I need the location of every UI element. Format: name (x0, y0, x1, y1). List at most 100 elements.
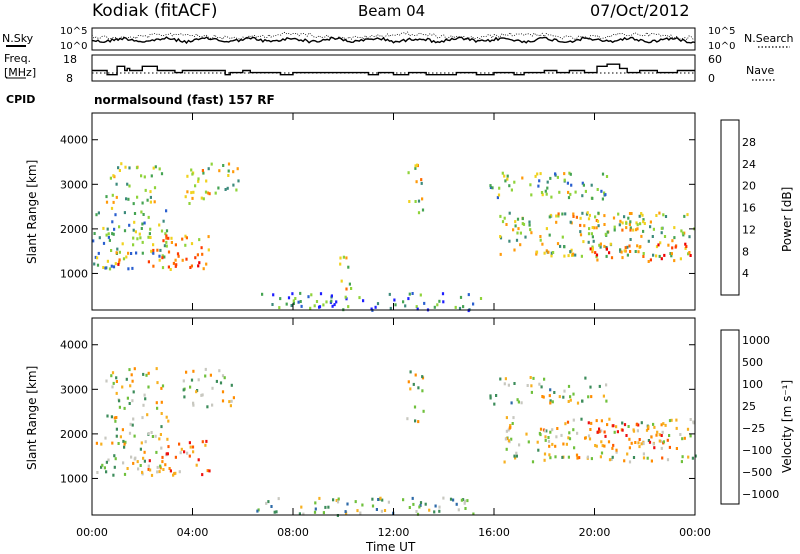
echo-cell (600, 429, 603, 433)
echo-cell (549, 401, 552, 405)
echo-cell (567, 436, 570, 440)
echo-cell (608, 417, 611, 421)
echo-cell (393, 298, 396, 302)
echo-cell (521, 222, 524, 226)
echo-cell (207, 248, 210, 252)
sky-left-label: N.Sky (2, 32, 34, 45)
echo-cell (538, 179, 541, 183)
echo-cell (140, 210, 143, 214)
nave-label: Nave (746, 64, 774, 77)
echo-cell (402, 300, 405, 304)
echo-cell (97, 211, 100, 215)
echo-cell (162, 239, 165, 243)
echo-cell (123, 406, 126, 410)
colorbar-tick-label: 24 (742, 158, 756, 171)
echo-cell (201, 252, 204, 256)
echo-cell (639, 245, 642, 249)
echo-cell (136, 237, 139, 241)
echo-cell (687, 455, 690, 459)
echo-cell (416, 512, 420, 516)
echo-cell (638, 214, 641, 218)
echo-cell (611, 446, 614, 450)
echo-cell (418, 505, 421, 509)
echo-cell (129, 384, 132, 388)
echo-cell (162, 468, 165, 471)
echo-cell (567, 254, 570, 258)
echo-cell (389, 306, 392, 310)
echo-cell (137, 467, 140, 471)
power-y-axis-label: Slant Range [km] (25, 160, 39, 264)
echo-cell (603, 191, 606, 195)
echo-cell (112, 473, 115, 477)
echo-cell (205, 179, 208, 183)
echo-cell (309, 306, 312, 310)
echo-cell (230, 383, 233, 387)
echo-cell (315, 300, 319, 303)
echo-cell (595, 253, 599, 257)
echo-cell (642, 452, 645, 456)
echo-cell (549, 430, 552, 434)
echo-cell (156, 465, 159, 469)
echo-cell (92, 239, 95, 243)
echo-cell (333, 303, 336, 307)
echo-cell (218, 169, 221, 173)
echo-cell (105, 460, 108, 464)
echo-cell (462, 305, 465, 309)
velocity-x-ticks (91, 318, 696, 515)
echo-cell (516, 217, 520, 221)
echo-cell (165, 209, 168, 213)
echo-cell (115, 416, 118, 419)
echo-cell (599, 242, 602, 246)
echo-cell (550, 195, 553, 199)
echo-cell (442, 300, 445, 304)
echo-cell (636, 429, 639, 433)
echo-cell (544, 438, 547, 442)
echo-cell (165, 240, 168, 244)
echo-cell (694, 454, 697, 458)
echo-cell (549, 176, 552, 180)
echo-cell (472, 512, 475, 516)
echo-cell (100, 465, 103, 469)
echo-cell (515, 451, 518, 455)
power-y-ticks: 1000 2000 3000 4000 (60, 134, 695, 280)
echo-cell (184, 234, 187, 238)
echo-cell (573, 446, 576, 450)
echo-cell (537, 184, 540, 188)
echo-cell (156, 248, 159, 252)
echo-cell (168, 467, 171, 470)
echo-cell (667, 243, 670, 247)
echo-cell (685, 245, 688, 248)
power-x-ticks (91, 113, 696, 310)
echo-cell (442, 496, 445, 500)
echo-cell (104, 266, 107, 270)
echo-cell (142, 456, 145, 460)
echo-cell (548, 453, 551, 457)
echo-cell (161, 254, 164, 258)
echo-cell (205, 262, 208, 266)
echo-cell (603, 430, 606, 434)
echo-cell (210, 162, 213, 166)
echo-cell (116, 247, 119, 251)
echo-cell (653, 425, 656, 429)
echo-cell (572, 212, 575, 216)
echo-cell (598, 427, 601, 431)
echo-cell (613, 225, 616, 229)
echo-cell (655, 254, 658, 258)
echo-cell (313, 510, 317, 514)
echo-cell (601, 197, 604, 201)
echo-cell (226, 186, 229, 190)
search-noise-trace (91, 31, 696, 41)
echo-cell (684, 242, 687, 246)
echo-cell (563, 254, 566, 258)
echo-cell (172, 261, 175, 265)
echo-cell (159, 433, 162, 436)
echo-cell (272, 293, 275, 297)
echo-cell (505, 447, 508, 451)
echo-cell (330, 299, 333, 303)
echo-cell (170, 241, 173, 244)
echo-cell (96, 263, 100, 267)
echo-cell (106, 414, 109, 418)
echo-cell (159, 464, 162, 468)
echo-cell (530, 390, 533, 394)
echo-cell (512, 416, 515, 420)
